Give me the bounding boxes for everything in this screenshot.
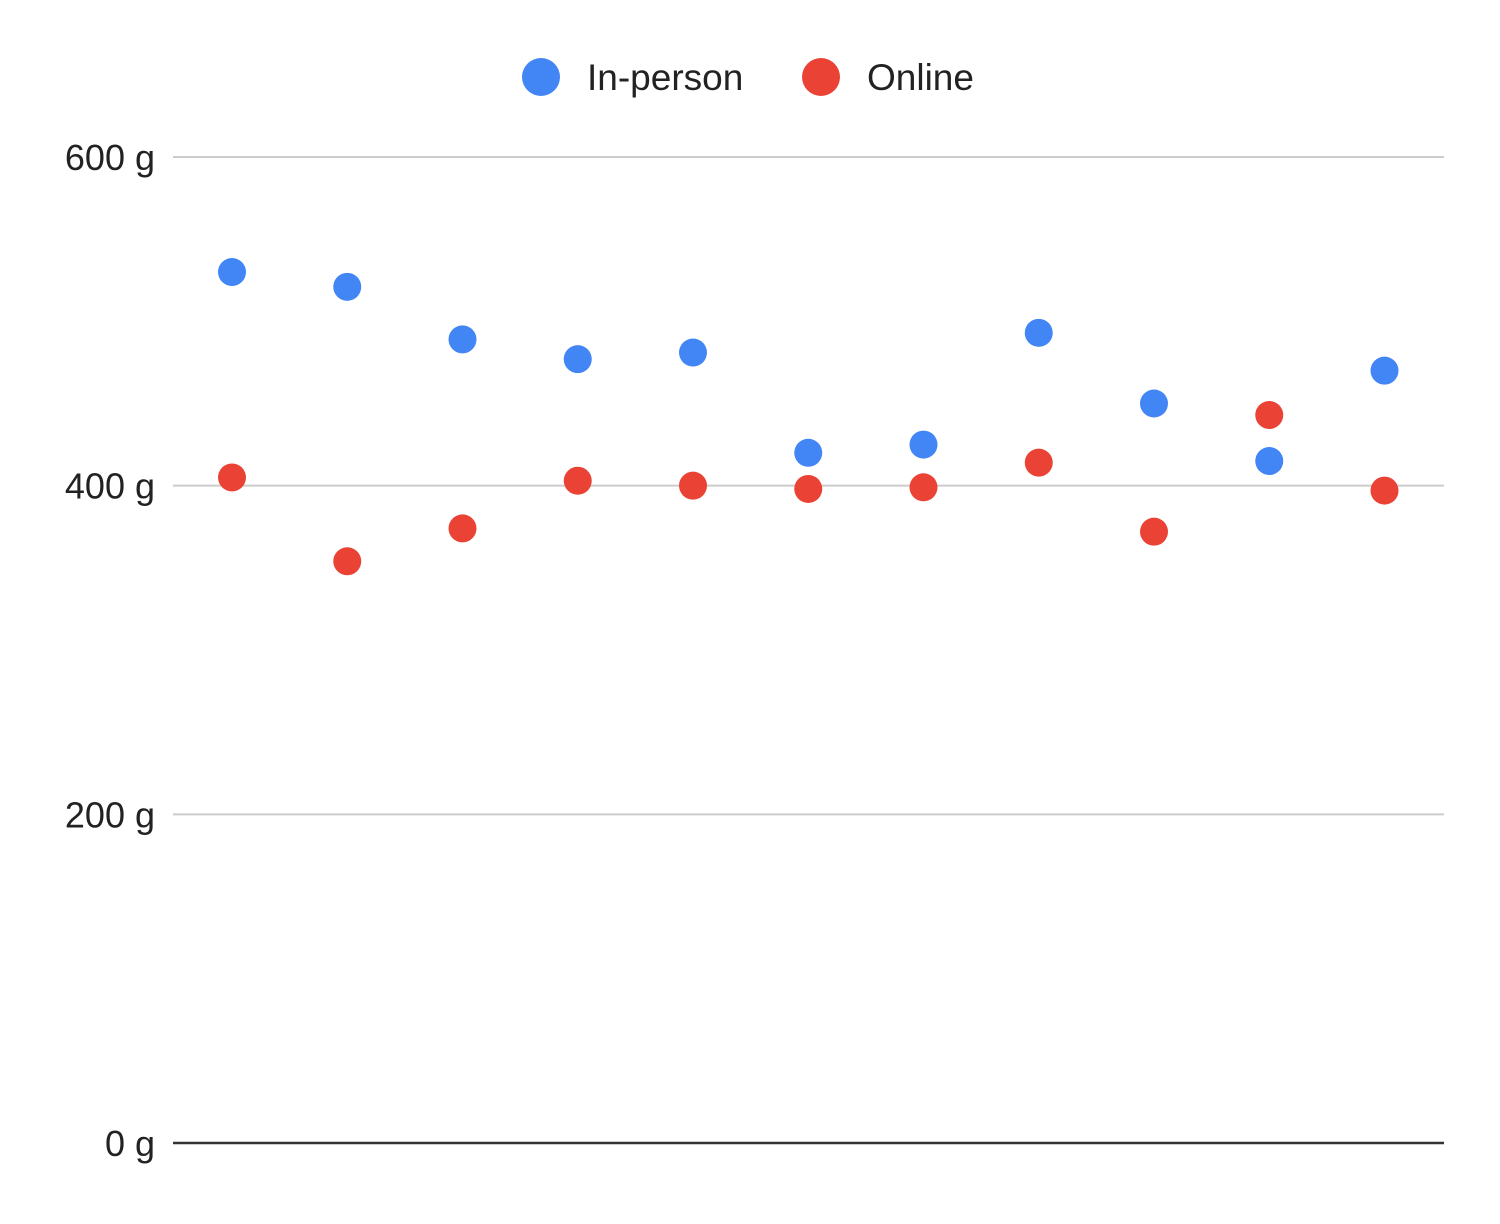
legend-item-in-person: In-person: [522, 57, 743, 98]
y-axis-labels: 0 g 200 g 400 g 600 g: [65, 137, 155, 1164]
legend-marker: [802, 58, 840, 96]
data-points: [218, 258, 1399, 576]
data-point: [1140, 517, 1168, 546]
data-point: [794, 474, 823, 503]
y-tick-label: 400 g: [65, 466, 155, 507]
legend-label: Online: [867, 57, 974, 98]
data-point: [1370, 476, 1399, 505]
y-tick-label: 600 g: [65, 137, 155, 178]
y-tick-label: 0 g: [105, 1123, 155, 1164]
series-in-person: [218, 258, 1399, 476]
data-point: [1370, 356, 1399, 385]
data-point: [1024, 448, 1053, 477]
data-point: [794, 438, 823, 467]
legend-item-online: Online: [802, 57, 974, 98]
gridlines: [173, 156, 1444, 1145]
data-point: [333, 272, 362, 301]
legend-marker: [522, 58, 560, 96]
legend: In-person Online: [522, 57, 974, 98]
series-online: [218, 401, 1399, 576]
data-point: [333, 547, 362, 576]
data-point: [1255, 401, 1284, 430]
data-point: [909, 430, 938, 459]
data-point: [563, 466, 592, 495]
data-point: [679, 471, 707, 500]
y-tick-label: 200 g: [65, 794, 155, 835]
data-point: [1255, 447, 1284, 476]
data-point: [1140, 389, 1168, 418]
data-point: [218, 463, 246, 492]
data-point: [679, 338, 707, 367]
data-point: [448, 325, 477, 354]
data-point: [563, 345, 592, 374]
data-point: [909, 473, 938, 502]
legend-label: In-person: [587, 57, 743, 98]
data-point: [1024, 318, 1053, 347]
data-point: [218, 258, 246, 287]
data-point: [448, 514, 477, 543]
